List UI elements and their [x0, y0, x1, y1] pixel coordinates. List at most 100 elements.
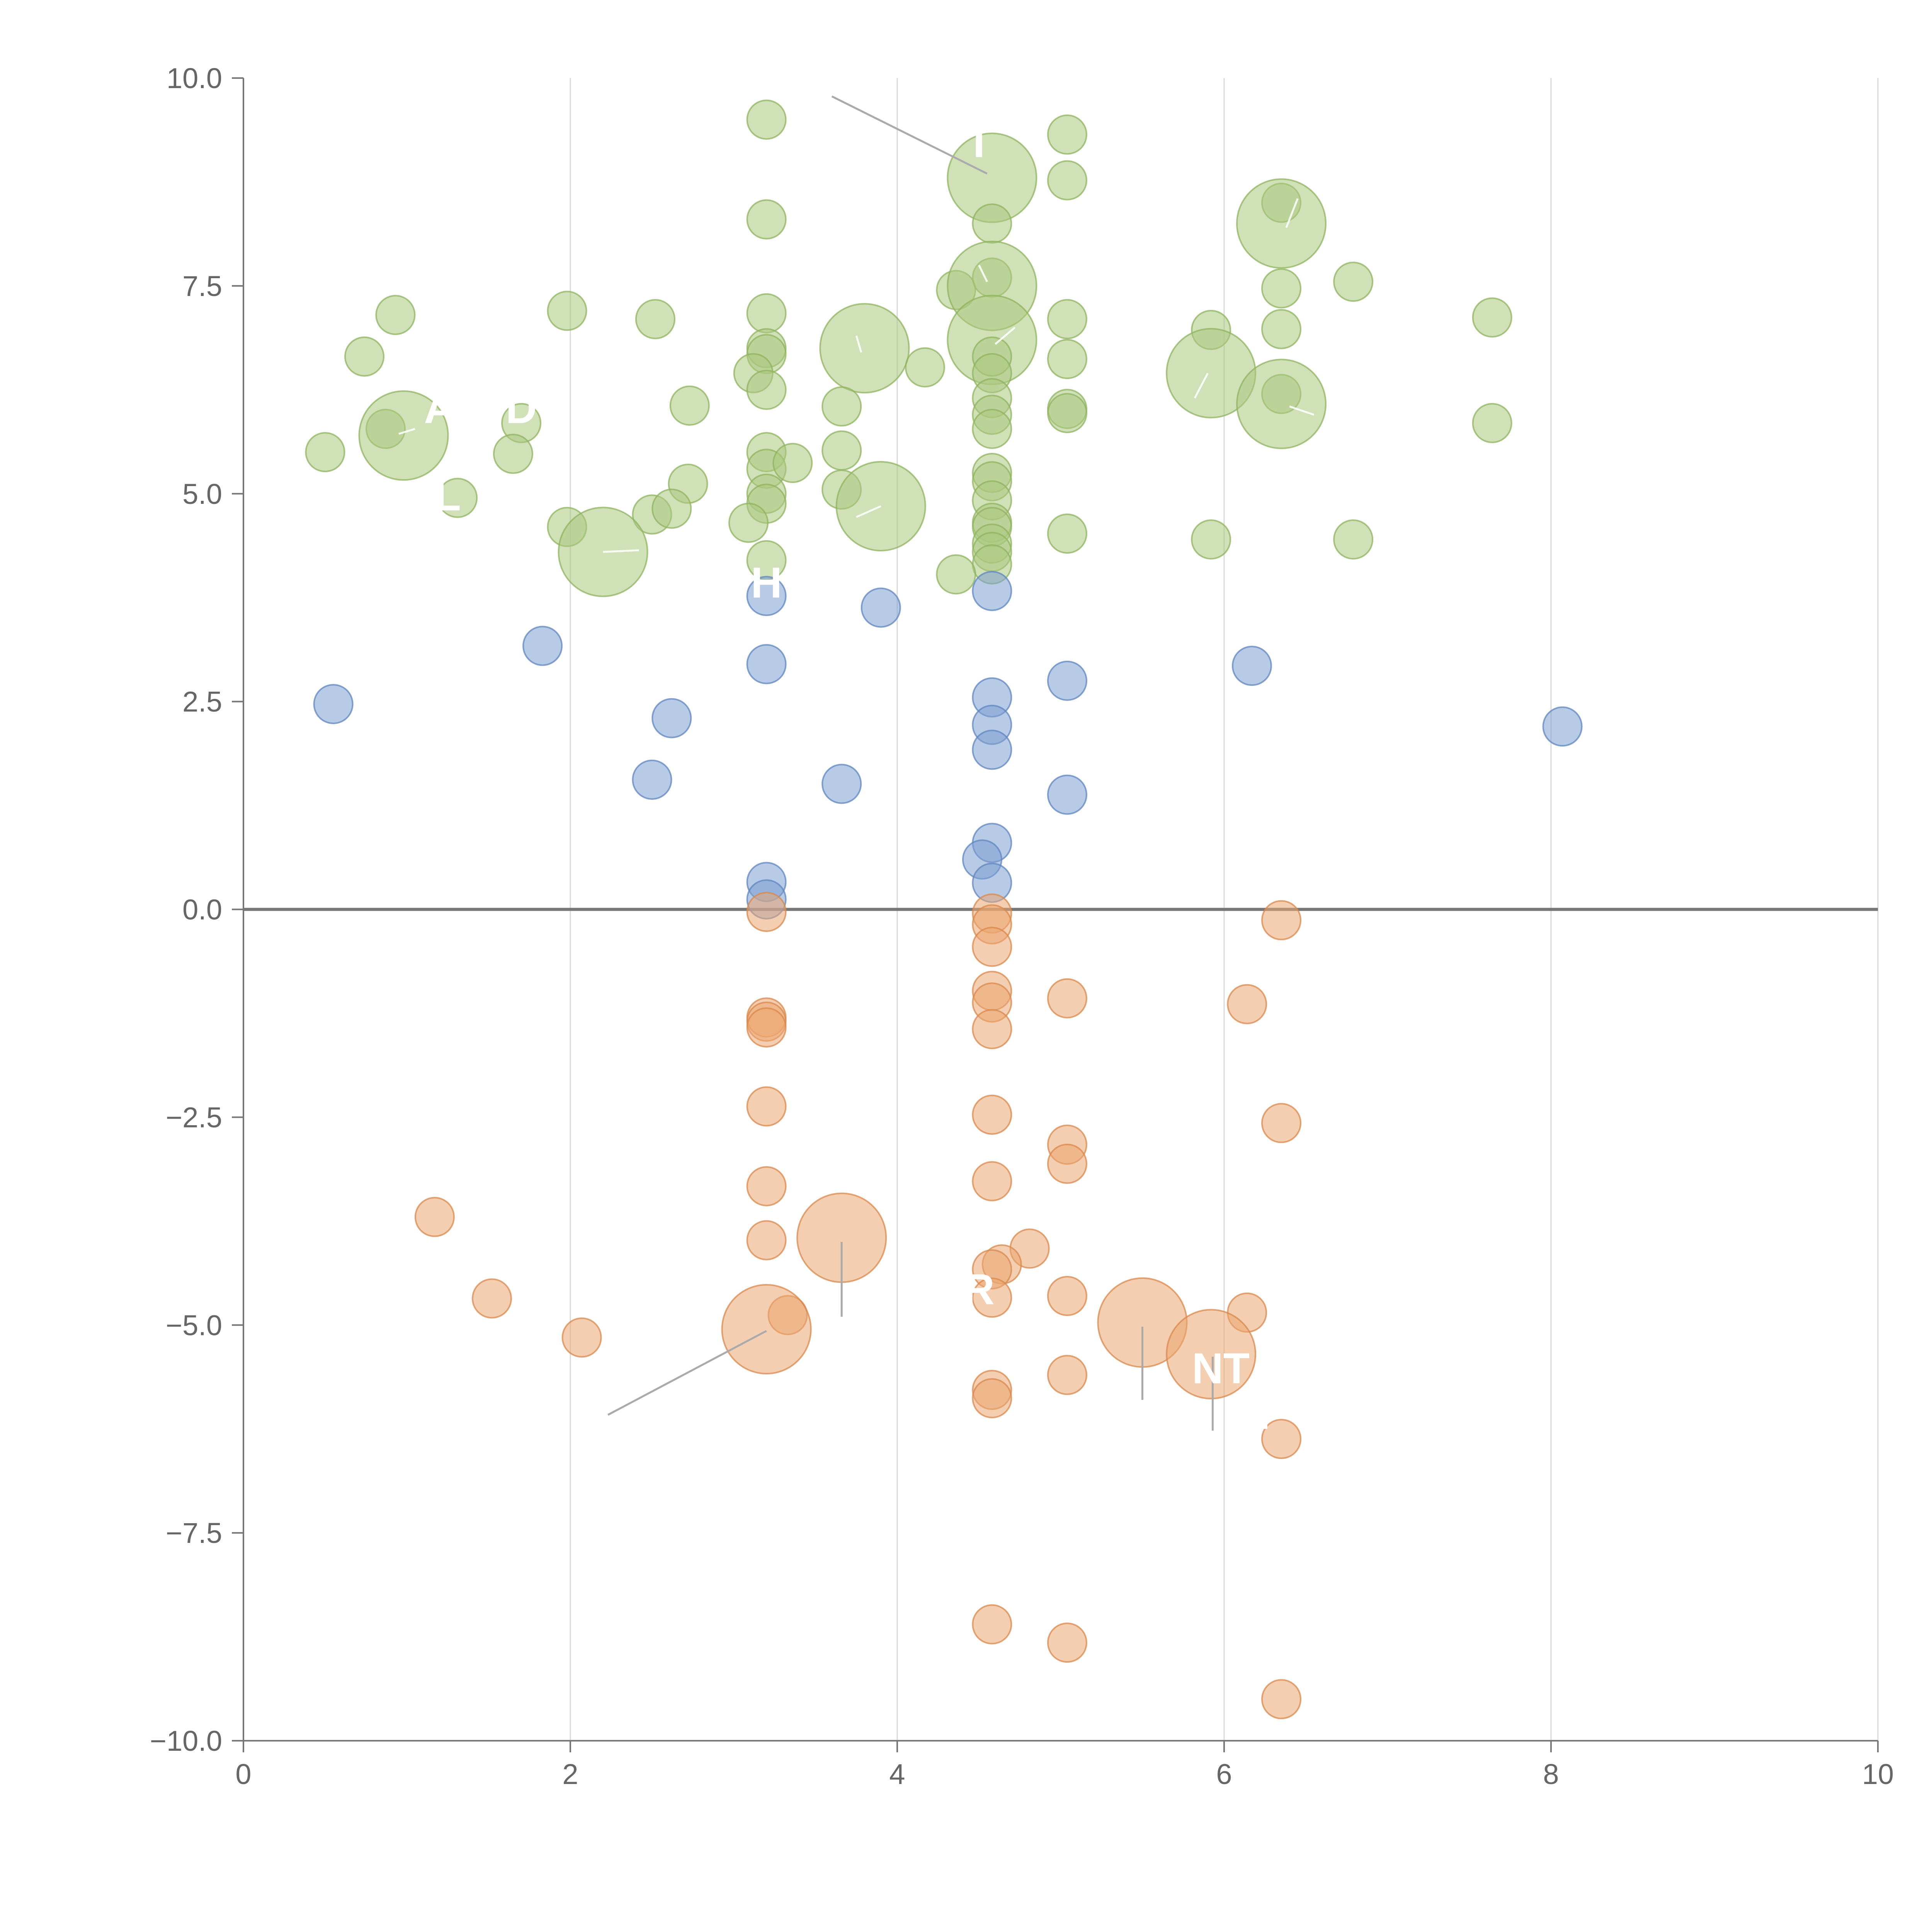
- annotation-leader-line: [1289, 405, 1315, 416]
- orange-point: [1261, 1679, 1302, 1719]
- blue-point: [1047, 660, 1087, 701]
- orange-point: [746, 1007, 787, 1048]
- green-point: [972, 408, 1012, 449]
- green-point: [1047, 299, 1087, 339]
- green-point: [1047, 393, 1087, 434]
- orange-point: [972, 1277, 1012, 1318]
- orange-point: [1261, 1103, 1302, 1143]
- x-tick-label: 10: [1862, 1758, 1894, 1790]
- blue-point: [972, 730, 1012, 770]
- green-point: [1261, 309, 1302, 349]
- y-tick-label: 10.0: [167, 62, 222, 94]
- green-point: [1236, 359, 1327, 449]
- blue-point: [861, 587, 901, 628]
- green-point: [936, 554, 976, 595]
- orange-point: [972, 1604, 1012, 1645]
- blue-point: [746, 576, 787, 616]
- x-tick-label: 2: [562, 1758, 578, 1790]
- green-point: [819, 303, 910, 394]
- point-layer: [305, 99, 1583, 1719]
- green-point: [305, 432, 345, 473]
- blue-point: [1542, 706, 1583, 747]
- green-point: [1236, 178, 1327, 269]
- blue-point: [522, 626, 563, 666]
- green-point: [1047, 339, 1087, 379]
- green-point: [1333, 262, 1374, 302]
- green-point: [635, 299, 675, 339]
- orange-point: [972, 1378, 1012, 1418]
- green-point: [746, 99, 787, 140]
- green-point: [746, 369, 787, 410]
- x-tick-label: 4: [889, 1758, 905, 1790]
- green-point: [746, 293, 787, 333]
- x-tick-label: 6: [1216, 1758, 1232, 1790]
- orange-point: [1047, 1622, 1087, 1663]
- annotation-leader-line: [398, 428, 415, 435]
- annotation-leader-line: [1194, 372, 1209, 399]
- orange-point: [1227, 984, 1267, 1024]
- annotation-label: I: [973, 118, 985, 166]
- orange-point: [1261, 900, 1302, 940]
- blue-point: [746, 644, 787, 684]
- y-tick-label: −2.5: [166, 1101, 222, 1133]
- green-point: [1191, 519, 1231, 560]
- orange-point: [972, 1094, 1012, 1135]
- annotation-leader-line: [855, 335, 862, 353]
- green-point: [821, 430, 862, 471]
- blue-point: [972, 571, 1012, 611]
- green-point: [1472, 403, 1512, 443]
- annotation-label: D: [506, 384, 537, 432]
- y-tick-label: 5.0: [182, 478, 222, 510]
- green-point: [905, 347, 945, 388]
- green-point: [437, 478, 478, 518]
- x-tick-label: 0: [235, 1758, 251, 1790]
- green-point: [772, 443, 813, 483]
- annotation-leader-line: [978, 264, 988, 282]
- green-point: [1472, 297, 1512, 338]
- orange-point: [746, 891, 787, 932]
- annotation-leader-line: [995, 327, 1016, 345]
- y-tick-label: −5.0: [166, 1309, 222, 1341]
- orange-point: [1166, 1309, 1257, 1400]
- orange-point: [972, 1009, 1012, 1049]
- green-point: [669, 385, 710, 426]
- green-point: [493, 434, 533, 474]
- annotation-leader-line: [856, 505, 881, 518]
- orange-point: [721, 1284, 812, 1375]
- green-point: [972, 203, 1012, 244]
- green-point: [728, 503, 769, 543]
- y-tick-label: −10.0: [150, 1725, 222, 1757]
- orange-point: [746, 1086, 787, 1127]
- annotation-label: L: [435, 471, 461, 520]
- orange-point: [1047, 1276, 1087, 1316]
- orange-point: [414, 1197, 455, 1237]
- green-point: [746, 199, 787, 240]
- green-point: [1333, 519, 1374, 560]
- x-tick-label: 8: [1543, 1758, 1559, 1790]
- orange-point: [1047, 1355, 1087, 1395]
- green-point: [1047, 114, 1087, 155]
- y-tick-label: −7.5: [166, 1517, 222, 1549]
- annotation-leader-line: [831, 95, 988, 175]
- green-point: [375, 295, 416, 335]
- annotation-leader-line: [1285, 198, 1299, 228]
- green-point: [1047, 160, 1087, 201]
- green-point: [651, 488, 692, 529]
- annotation-label: R: [963, 1265, 995, 1313]
- y-tick-label: 2.5: [182, 686, 222, 718]
- blue-point: [821, 764, 862, 804]
- annotation-label: NT: [1192, 1344, 1250, 1393]
- green-point: [547, 291, 587, 331]
- annotation-leader-line: [607, 1330, 767, 1416]
- orange-point: [1047, 978, 1087, 1019]
- orange-point: [746, 1166, 787, 1206]
- annotation-label: IN: [1227, 1390, 1270, 1438]
- orange-point: [471, 1278, 512, 1319]
- blue-point: [632, 759, 672, 800]
- blue-point: [1047, 774, 1087, 815]
- blue-point: [1231, 646, 1272, 686]
- green-point: [1047, 514, 1087, 554]
